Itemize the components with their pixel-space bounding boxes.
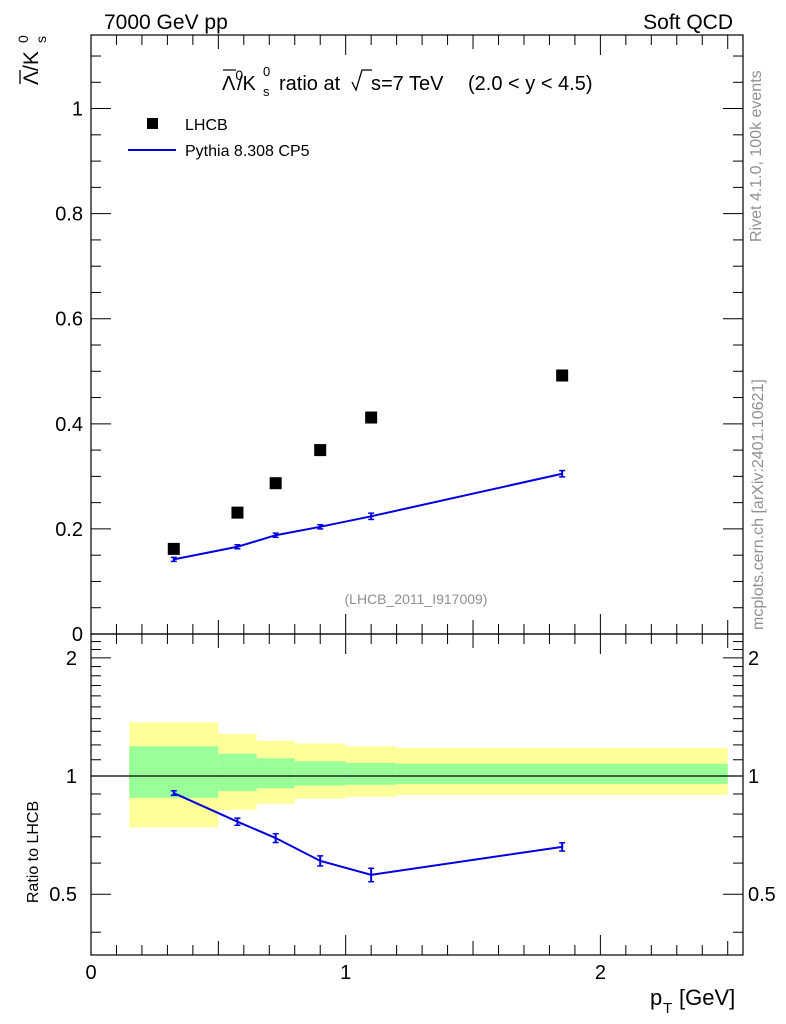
svg-text:0: 0 — [263, 64, 270, 79]
svg-text:[GeV]: [GeV] — [679, 985, 735, 1010]
rivet-version-label: Rivet 4.1.0, 100k events — [748, 70, 765, 242]
header-process-label: Soft QCD — [643, 11, 733, 34]
ratio-band-1sigma — [129, 746, 219, 798]
main-y-tick-label: 0.6 — [55, 309, 83, 331]
main-y-axis-label: Λ/K 0 s — [15, 35, 49, 85]
main-y-tick-label: 0.4 — [55, 414, 83, 436]
ratio-y-tick-label-left: 0.5 — [49, 884, 77, 906]
ratio-y-tick-label-left: 2 — [66, 648, 77, 670]
ratio-uncertainty-bands — [129, 722, 728, 828]
ratio-band-1sigma — [218, 753, 257, 792]
lhcb-data-point — [231, 506, 244, 519]
x-axis-label: p T [GeV] — [650, 985, 735, 1017]
main-panel-axes: 0 0.2 0.4 0.6 0.8 1 — [55, 34, 744, 646]
lhcb-data-point — [556, 369, 569, 382]
main-y-tick-label: 0.8 — [55, 204, 83, 226]
header-beam-label: 7000 GeV pp — [104, 11, 228, 34]
svg-text:Λ/K: Λ/K — [20, 51, 43, 85]
svg-text:Λ0: Λ0 — [222, 67, 243, 95]
ratio-band-1sigma — [396, 763, 728, 784]
legend-lhcb-label: LHCB — [185, 117, 228, 134]
sqrt-icon — [351, 69, 372, 92]
ratio-y-tick-label-left: 1 — [66, 766, 77, 788]
ratio-panel-frame — [90, 633, 744, 956]
ratio-band-1sigma — [345, 762, 397, 785]
ratio-band-1sigma — [294, 761, 346, 786]
svg-text:p: p — [650, 985, 662, 1010]
lhcb-data-point — [167, 542, 180, 555]
main-y-tick-label: 0 — [72, 624, 83, 646]
ratio-y-axis-label: Ratio to LHCB — [25, 801, 42, 903]
svg-text:T: T — [663, 1000, 672, 1017]
x-tick-label: 1 — [340, 962, 351, 984]
lhcb-data-point — [365, 411, 378, 424]
legend-lhcb-marker — [147, 118, 158, 129]
title-ratio-text: ratio at — [279, 73, 341, 95]
svg-text:/K: /K — [237, 73, 257, 95]
x-tick-label: 0 — [85, 962, 96, 984]
ratio-panel-marks — [170, 790, 566, 883]
main-y-tick-label: 1 — [72, 99, 83, 121]
lhcb-data-point — [269, 477, 282, 490]
main-y-tick-label: 0.2 — [55, 519, 83, 541]
ratio-y-tick-label-right: 2 — [748, 648, 759, 670]
analysis-id-label: (LHCB_2011_I917009) — [345, 591, 488, 607]
main-panel-marks — [167, 369, 569, 563]
legend-pythia-label: Pythia 8.308 CP5 — [185, 143, 310, 160]
ratio-band-1sigma — [256, 758, 295, 789]
ratio-y-tick-label-right: 1 — [748, 766, 759, 788]
mcplots-credit-label: mcplots.cern.ch [arXiv:2401.10621] — [750, 379, 767, 630]
svg-text:0: 0 — [15, 35, 31, 43]
x-tick-label: 2 — [595, 962, 606, 984]
svg-text:s: s — [263, 84, 270, 99]
title-rapidity-range: (2.0 < y < 4.5) — [468, 73, 593, 95]
title-energy-text: s=7 TeV — [371, 73, 444, 95]
pythia-line — [173, 472, 563, 561]
ratio-panel-axes: 0 1 2 0.5 0.5 1 1 2 2 — [49, 633, 776, 984]
main-plot-title: Λ0 /K 0 s ratio at s=7 TeV (2.0 < y < 4.… — [222, 64, 593, 99]
lhcb-data-point — [314, 444, 327, 457]
legend: LHCB Pythia 8.308 CP5 — [128, 117, 310, 160]
ratio-line — [173, 792, 563, 876]
svg-text:s: s — [33, 36, 49, 43]
ratio-y-tick-label-right: 0.5 — [748, 884, 776, 906]
